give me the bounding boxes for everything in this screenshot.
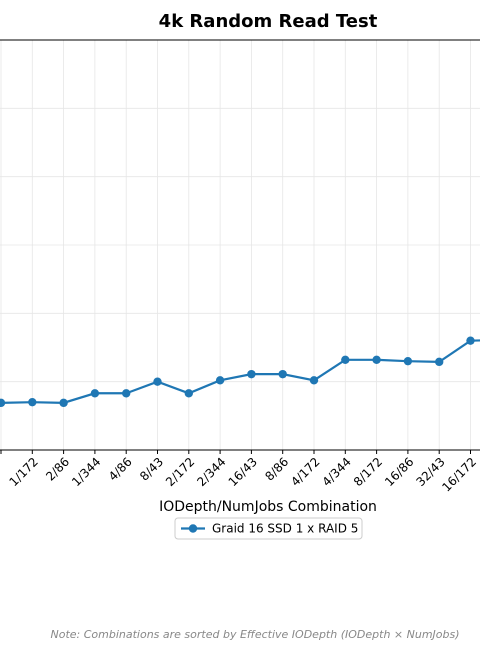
legend-marker — [188, 524, 198, 533]
x-tick-label: 4/344 — [320, 455, 354, 489]
point — [435, 357, 444, 367]
x-tick-label: 2/86 — [43, 455, 72, 484]
point — [0, 398, 6, 408]
note: Note: Combinations are sorted by Effecti… — [50, 628, 459, 641]
point — [309, 376, 319, 385]
point — [122, 389, 131, 398]
x-tick-label: 2/172 — [163, 455, 197, 489]
x-tick-label: 1/344 — [69, 455, 103, 489]
x-tick-label: 8/43 — [137, 455, 166, 484]
legend: Graid 16 SSD 1 x RAID 5 — [174, 517, 363, 540]
point — [403, 356, 413, 366]
x-axis-label: IODepth/NumJobs Combination — [159, 499, 377, 515]
x-tick-label: 1/172 — [7, 455, 41, 489]
x-tick-label: 2/344 — [194, 455, 228, 489]
legend-box — [174, 517, 363, 540]
point — [247, 369, 256, 379]
point — [28, 397, 37, 407]
point — [372, 355, 381, 364]
x-tick-label: 16/172 — [439, 455, 479, 495]
x-tick-label: 8/86 — [262, 455, 291, 484]
x-tick-label: 16/43 — [226, 455, 260, 489]
chart-title: 4k Random Read Test — [159, 11, 378, 32]
x-tick-label: 8/172 — [351, 455, 385, 489]
point — [184, 389, 193, 398]
x-tick-label: 16/86 — [382, 455, 416, 489]
point — [466, 336, 475, 345]
x-tick-label: 4/86 — [106, 455, 135, 484]
point — [278, 369, 287, 379]
point — [153, 377, 162, 386]
point — [341, 355, 350, 364]
point — [215, 376, 225, 385]
legend-label: Graid 16 SSD 1 x RAID 5 — [212, 522, 358, 536]
point — [90, 389, 100, 398]
point — [59, 398, 68, 408]
x-tick-label: 4/172 — [288, 455, 322, 489]
